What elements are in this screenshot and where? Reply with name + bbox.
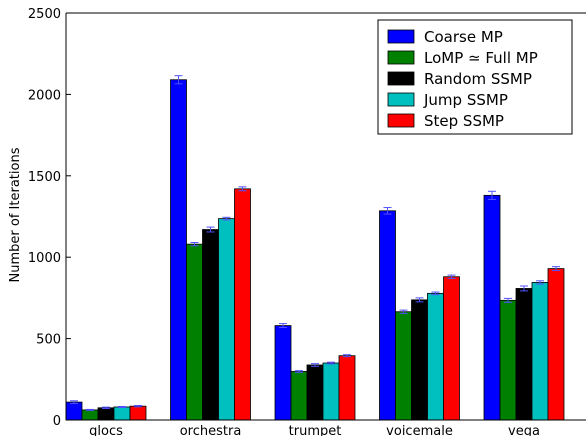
bar (170, 79, 187, 421)
axes-layer: glocs orchestra trumpet voicemale vega 0 500 10… (28, 7, 586, 436)
legend-label: Coarse MP (424, 28, 503, 46)
y-tick-label: 2500 (28, 7, 61, 22)
legend-swatch (387, 113, 415, 128)
bar (322, 362, 340, 421)
bar (499, 299, 517, 421)
y-tick-label: 1000 (28, 251, 61, 266)
x-tick-label: orchestra (180, 424, 242, 436)
legend-swatch (387, 50, 415, 65)
bar (515, 288, 533, 421)
bar (411, 299, 428, 421)
legend-label: Step SSMP (424, 112, 504, 130)
bar (483, 194, 501, 421)
x-tick-label: voicemale (386, 424, 453, 436)
bar (113, 406, 131, 421)
bar (290, 371, 308, 421)
legend-swatch (387, 71, 415, 86)
bar (81, 409, 99, 421)
bar (234, 188, 251, 421)
legend-label: Jump SSMP (423, 91, 508, 109)
legend-label: Random SSMP (424, 70, 532, 88)
legend-label: LoMP ≃ Full MP (424, 49, 538, 67)
y-tick-label: 0 (53, 414, 61, 429)
y-tick-label: 2000 (28, 88, 61, 103)
y-tick-label: 500 (36, 333, 61, 348)
bar (427, 292, 444, 421)
bar (531, 282, 549, 421)
bar (395, 311, 412, 421)
bar (338, 355, 356, 421)
legend: Coarse MP LoMP ≃ Full MP Random SSMP Jump S… (377, 19, 573, 135)
legend-swatch (387, 29, 415, 44)
bar (274, 325, 292, 421)
x-tick-label: glocs (89, 424, 123, 436)
bar (443, 276, 460, 421)
x-tick-label: trumpet (289, 424, 342, 436)
bar (306, 364, 324, 421)
x-tick-label: vega (508, 424, 540, 436)
bar (547, 268, 565, 421)
bar (202, 229, 219, 421)
bar (379, 210, 396, 421)
legend-swatch (387, 92, 415, 107)
bars-layer (65, 75, 565, 421)
bar (65, 401, 83, 421)
y-axis-label: Number of Iterations (8, 147, 23, 282)
bar (129, 405, 147, 421)
y-tick-label: 1500 (28, 170, 61, 185)
bar (97, 407, 115, 421)
bar (218, 218, 235, 421)
bar (186, 243, 203, 421)
